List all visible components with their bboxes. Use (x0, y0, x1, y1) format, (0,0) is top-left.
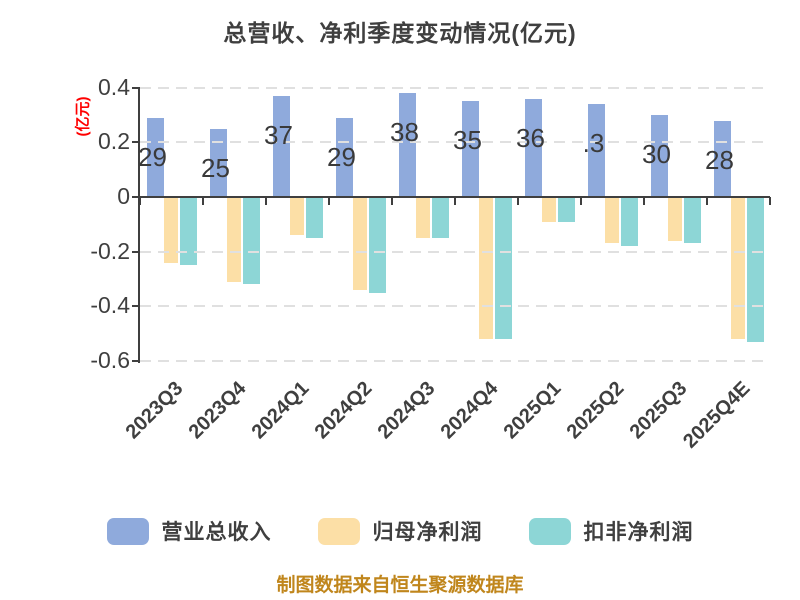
bar-non-gaap-net-profit-2025Q1 (558, 197, 575, 222)
bar-value-label: 29 (138, 141, 167, 172)
bar-value-label: 29 (327, 141, 356, 172)
y-tick-label: 0 (117, 183, 130, 209)
bar-total-revenue-2023Q4 (209, 128, 227, 197)
y-tick-mark (132, 86, 140, 89)
x-tick-mark (769, 197, 771, 205)
legend-item-non-gaap-net-profit: 扣非净利润 (528, 516, 694, 546)
bar-total-revenue-2025Q3 (650, 115, 668, 197)
gridline-0.4 (140, 86, 765, 89)
y-axis-line (138, 87, 140, 363)
y-tick-label: -0.4 (90, 292, 130, 319)
x-tick-label-2025Q4E: 2025Q4E (678, 377, 754, 453)
x-tick-mark (643, 197, 645, 205)
chart-title: 总营收、净利季度变动情况(亿元) (223, 20, 577, 46)
bar-non-gaap-net-profit-2025Q2 (621, 197, 638, 247)
y-tick-mark (132, 359, 140, 362)
x-tick-label-2024Q3: 2024Q3 (373, 377, 439, 444)
legend-swatch-total-revenue (106, 517, 149, 545)
legend: 营业总收入 归母净利润 扣非净利润 (0, 516, 800, 546)
y-tick-mark (132, 305, 140, 308)
bar-total-revenue-2025Q1 (524, 98, 542, 197)
gridline-0.2 (140, 141, 765, 144)
bar-net-profit-2023Q3 (163, 197, 178, 263)
bar-net-profit-2025Q1 (541, 197, 556, 222)
bar-non-gaap-net-profit-2024Q2 (369, 197, 386, 293)
x-tick-mark (202, 197, 204, 205)
bar-total-revenue-2023Q3 (146, 117, 164, 197)
legend-label: 扣非净利润 (583, 521, 694, 544)
bar-value-label: 37 (264, 119, 293, 150)
bar-total-revenue-2025Q2 (587, 104, 605, 197)
bar-net-profit-2024Q1 (289, 197, 304, 236)
legend-item-total-revenue: 营业总收入 (106, 516, 272, 546)
bar-value-label: 38 (390, 117, 419, 148)
bar-net-profit-2025Q3 (667, 197, 682, 241)
y-tick-label: -0.2 (90, 237, 130, 264)
x-tick-mark (706, 197, 708, 205)
x-tick-mark (517, 197, 519, 205)
legend-label: 营业总收入 (161, 521, 272, 544)
bar-value-label: 30 (642, 139, 671, 170)
x-tick-mark (454, 197, 456, 205)
x-tick-label-2025Q2: 2025Q2 (562, 377, 628, 444)
legend-label: 归母净利润 (372, 521, 483, 544)
x-tick-mark (391, 197, 393, 205)
y-tick-label: -0.6 (90, 346, 130, 373)
x-tick-label-2023Q4: 2023Q4 (184, 377, 250, 444)
y-tick-mark (132, 250, 140, 253)
x-tick-mark (328, 197, 330, 205)
legend-swatch-net-profit (317, 517, 360, 545)
bar-value-label: 28 (705, 144, 734, 175)
bar-non-gaap-net-profit-2024Q3 (432, 197, 449, 238)
bar-net-profit-2025Q2 (604, 197, 619, 244)
y-tick-label: 0.2 (98, 128, 130, 155)
bar-value-label: 25 (201, 152, 230, 183)
bar-non-gaap-net-profit-2024Q1 (306, 197, 323, 238)
bar-total-revenue-2025Q4E (713, 120, 731, 197)
bar-net-profit-2024Q4 (478, 197, 493, 339)
y-tick-label: 0.4 (98, 73, 130, 100)
bar-net-profit-2024Q2 (352, 197, 367, 290)
bar-non-gaap-net-profit-2025Q3 (684, 197, 701, 244)
bar-non-gaap-net-profit-2023Q3 (180, 197, 197, 266)
gridline--0.4 (140, 305, 765, 308)
x-tick-label-2023Q3: 2023Q3 (121, 377, 187, 444)
x-tick-mark (580, 197, 582, 205)
bar-total-revenue-2024Q2 (335, 117, 353, 197)
y-tick-mark (132, 141, 140, 144)
bar-value-label: 35 (453, 125, 482, 156)
x-tick-label-2024Q1: 2024Q1 (247, 377, 313, 444)
bar-net-profit-2023Q4 (226, 197, 241, 282)
bar-non-gaap-net-profit-2025Q4E (747, 197, 764, 342)
x-tick-label-2024Q4: 2024Q4 (436, 377, 502, 444)
bar-net-profit-2024Q3 (415, 197, 430, 238)
bar-value-label: 36 (516, 122, 545, 153)
y-tick-mark (132, 196, 140, 198)
gridline--0.6 (140, 359, 765, 362)
bar-total-revenue-2024Q3 (398, 93, 416, 197)
x-tick-label-2024Q2: 2024Q2 (310, 377, 376, 444)
x-tick-mark (139, 197, 141, 205)
data-source-caption: 制图数据来自恒生聚源数据库 (276, 575, 524, 596)
x-tick-label-2025Q1: 2025Q1 (499, 377, 565, 444)
legend-item-net-profit: 归母净利润 (317, 516, 483, 546)
bar-net-profit-2025Q4E (730, 197, 745, 339)
x-tick-mark (265, 197, 267, 205)
bar-value-label: .3 (582, 128, 605, 159)
bar-non-gaap-net-profit-2023Q4 (243, 197, 260, 285)
bar-total-revenue-2024Q1 (272, 95, 290, 197)
legend-swatch-non-gaap-net-profit (528, 517, 571, 545)
bar-non-gaap-net-profit-2024Q4 (495, 197, 512, 339)
x-tick-label-2025Q3: 2025Q3 (625, 377, 691, 444)
gridline--0.2 (140, 250, 765, 253)
bar-total-revenue-2024Q4 (461, 101, 479, 197)
